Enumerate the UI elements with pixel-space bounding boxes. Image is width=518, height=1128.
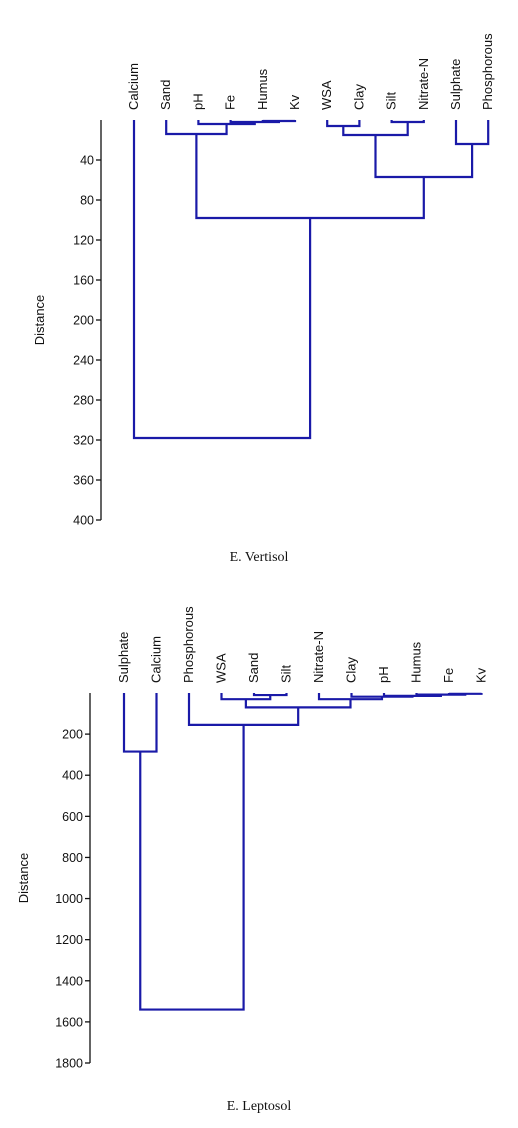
- dendrogram-link: [139, 724, 245, 1011]
- y-tick-label: 200: [62, 728, 83, 742]
- y-tick-label: 360: [73, 474, 94, 488]
- leaf-label: Calcium: [149, 636, 164, 683]
- dendrogram-1: 200 400 600 800 1000 1200 1400 1600 1800 Distance…: [16, 606, 489, 1114]
- y-tick-label: 400: [62, 769, 83, 783]
- leaf-label: pH: [376, 666, 391, 683]
- y-tick-label: 800: [62, 851, 83, 865]
- leaf-label: Humus: [409, 641, 424, 683]
- leaf-label: WSA: [214, 653, 229, 683]
- dendrogram-link: [390, 120, 425, 124]
- leaf-label: Sulphate: [448, 59, 463, 110]
- leaf-label: Nitrate-N: [416, 58, 431, 110]
- y-tick-label: 160: [73, 274, 94, 288]
- leaf-label: Silt: [279, 665, 294, 683]
- y-tick-label: 1200: [55, 933, 83, 947]
- dendrogram-link: [261, 119, 297, 123]
- leaf-label: Kv: [474, 667, 489, 683]
- dendrogram-link: [374, 135, 474, 179]
- y-tick-label: 600: [62, 810, 83, 824]
- leaf-label: Fe: [223, 95, 238, 110]
- leaf-label: Phosphorous: [480, 33, 495, 110]
- dendrogram-0: 40 80 120 160 200 240 280 320 360 400 Distance Calc…: [32, 33, 495, 565]
- y-tick-label: 1400: [55, 974, 83, 988]
- leaf-label: Sulphate: [116, 632, 131, 683]
- leaf-label: pH: [190, 93, 205, 110]
- dendrogram-link: [342, 122, 409, 137]
- chart-caption: E. Vertisol: [230, 550, 289, 565]
- dendrogram-link: [454, 120, 490, 146]
- leaf-label: Calcium: [126, 63, 141, 110]
- y-tick-label: 120: [73, 234, 94, 248]
- y-tick-label: 80: [80, 194, 94, 208]
- leaf-label: WSA: [319, 80, 334, 110]
- y-tick-label: 240: [73, 354, 94, 368]
- leaf-label: Clay: [351, 83, 366, 110]
- leaf-label: Fe: [441, 668, 456, 683]
- y-tick-label: 200: [73, 314, 94, 328]
- leaf-label: Phosphorous: [181, 606, 196, 683]
- leaf-label: Humus: [255, 68, 270, 110]
- dendrogram-link: [165, 120, 228, 136]
- y-tick-label: 400: [73, 514, 94, 528]
- dendrogram-link: [252, 693, 288, 697]
- dendrogram-link: [326, 120, 361, 128]
- y-axis-title: Distance: [32, 295, 47, 346]
- y-tick-label: 1800: [55, 1057, 83, 1071]
- leaf-label: Kv: [287, 94, 302, 110]
- dendrogram-link: [244, 699, 352, 709]
- leaf-label: Sand: [246, 653, 261, 683]
- leaf-label: Silt: [384, 92, 399, 110]
- y-axis-title: Distance: [16, 853, 31, 904]
- y-tick-label: 1600: [55, 1015, 83, 1029]
- leaf-label: Nitrate-N: [311, 631, 326, 683]
- leaf-label: Sand: [158, 80, 173, 110]
- chart-caption: E. Leptosol: [227, 1099, 292, 1114]
- y-tick-label: 320: [73, 434, 94, 448]
- y-tick-label: 280: [73, 394, 94, 408]
- y-tick-label: 1000: [55, 892, 83, 906]
- dendrogram-link: [187, 693, 300, 726]
- leaf-label: Clay: [344, 656, 359, 683]
- dendrogram-link: [122, 693, 158, 753]
- dendrogram-link: [132, 120, 312, 440]
- y-tick-label: 40: [80, 154, 94, 168]
